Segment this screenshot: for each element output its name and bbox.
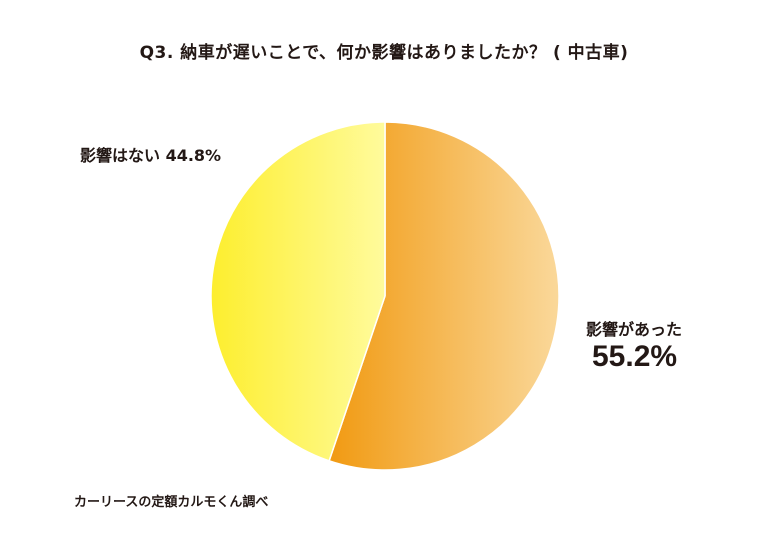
chart-title: Q3. 納車が遅いことで、何か影響はありましたか？ ( 中古車) [139, 43, 629, 63]
slice-value-affected: 55.2% [592, 340, 678, 373]
pie-slice-not-affected [210, 121, 386, 462]
source-note: カーリースの定額カルモくん調べ [74, 495, 269, 510]
pie-slice-affected [328, 121, 560, 471]
slice-label-not-affected: 影響はない 44.8% [80, 146, 222, 165]
slice-label-affected: 影響があった [586, 320, 683, 339]
